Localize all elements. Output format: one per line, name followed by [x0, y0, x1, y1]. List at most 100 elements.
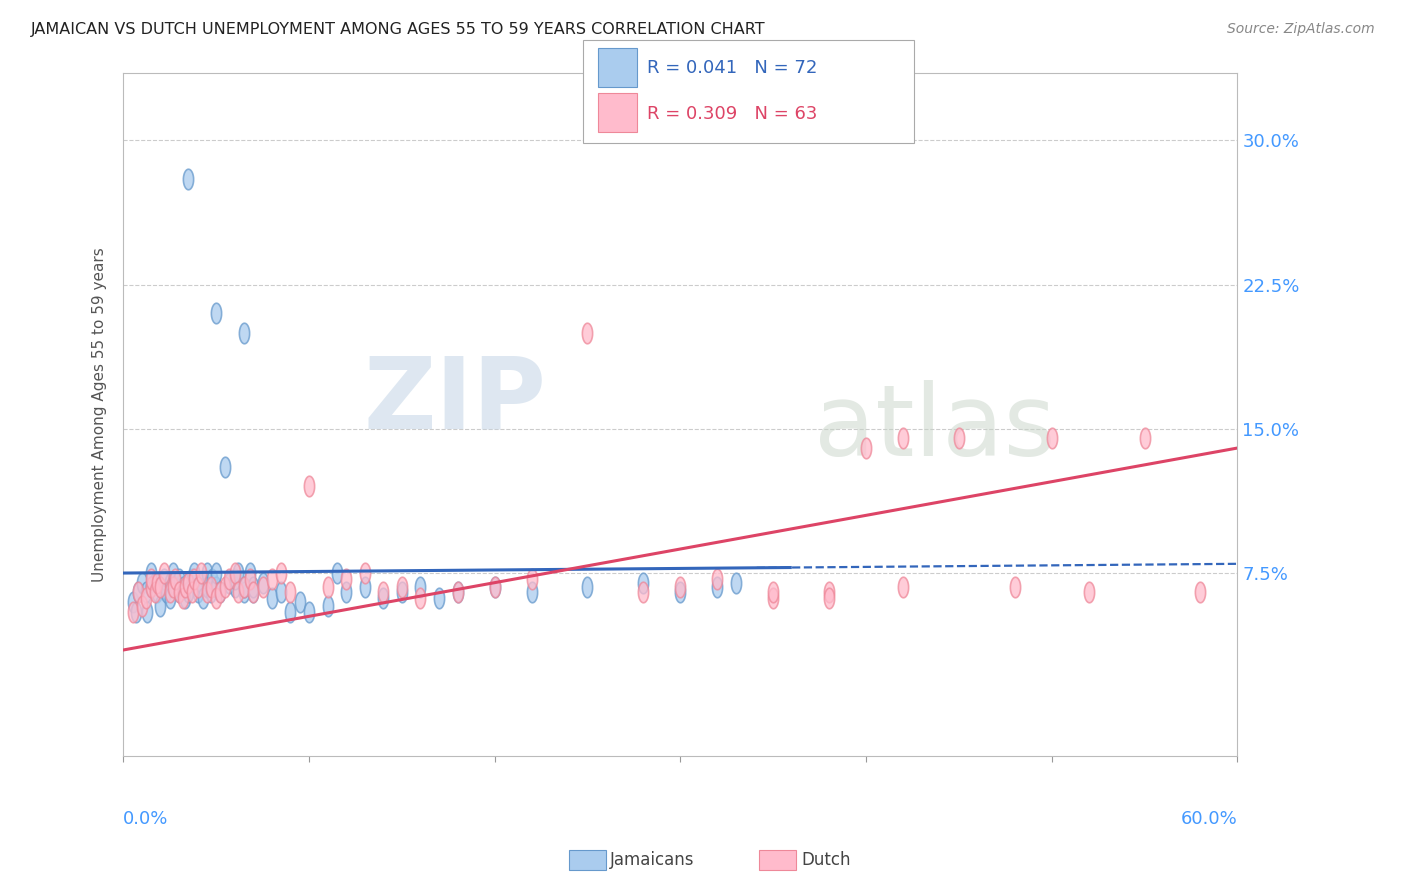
- Jamaicans: [233, 326, 256, 340]
- Jamaicans: [205, 306, 228, 320]
- Dutch: [143, 585, 166, 599]
- Jamaicans: [141, 566, 163, 580]
- Dutch: [121, 605, 143, 619]
- Dutch: [233, 580, 256, 594]
- Dutch: [353, 566, 375, 580]
- Dutch: [391, 580, 413, 594]
- Jamaicans: [208, 585, 231, 599]
- Dutch: [205, 591, 228, 605]
- Dutch: [218, 572, 240, 586]
- Dutch: [576, 326, 599, 340]
- Jamaicans: [205, 580, 228, 594]
- Jamaicans: [326, 566, 349, 580]
- Dutch: [181, 585, 204, 599]
- Dutch: [891, 431, 914, 445]
- Jamaicans: [187, 580, 209, 594]
- Dutch: [195, 585, 218, 599]
- Jamaicans: [725, 575, 748, 590]
- Jamaicans: [260, 591, 283, 605]
- Text: Dutch: Dutch: [801, 851, 851, 869]
- Text: JAMAICAN VS DUTCH UNEMPLOYMENT AMONG AGES 55 TO 59 YEARS CORRELATION CHART: JAMAICAN VS DUTCH UNEMPLOYMENT AMONG AGE…: [31, 22, 765, 37]
- Jamaicans: [201, 572, 224, 586]
- Dutch: [167, 585, 190, 599]
- Jamaicans: [233, 585, 256, 599]
- Jamaicans: [195, 566, 218, 580]
- Jamaicans: [127, 585, 149, 599]
- Jamaicans: [159, 591, 181, 605]
- Dutch: [165, 572, 187, 586]
- Dutch: [242, 585, 264, 599]
- Dutch: [200, 580, 222, 594]
- Dutch: [818, 585, 841, 599]
- Text: R = 0.041   N = 72: R = 0.041 N = 72: [647, 59, 817, 77]
- Jamaicans: [280, 605, 302, 619]
- Dutch: [373, 585, 395, 599]
- Jamaicans: [153, 572, 176, 586]
- Dutch: [520, 572, 543, 586]
- Dutch: [141, 572, 163, 586]
- Dutch: [316, 580, 339, 594]
- Text: atlas: atlas: [814, 379, 1056, 476]
- Jamaicans: [177, 575, 200, 590]
- Text: Jamaicans: Jamaicans: [610, 851, 695, 869]
- Y-axis label: Unemployment Among Ages 55 to 59 years: Unemployment Among Ages 55 to 59 years: [93, 247, 107, 582]
- Jamaicans: [187, 585, 209, 599]
- Jamaicans: [155, 585, 177, 599]
- Jamaicans: [177, 171, 200, 186]
- Dutch: [208, 585, 231, 599]
- Dutch: [409, 591, 432, 605]
- Jamaicans: [131, 575, 153, 590]
- Dutch: [706, 572, 728, 586]
- Jamaicans: [576, 580, 599, 594]
- Dutch: [177, 575, 200, 590]
- Jamaicans: [214, 460, 236, 475]
- Jamaicans: [181, 572, 204, 586]
- Jamaicans: [484, 580, 506, 594]
- Dutch: [1133, 431, 1156, 445]
- Jamaicans: [162, 566, 184, 580]
- Jamaicans: [373, 591, 395, 605]
- Dutch: [1040, 431, 1063, 445]
- Jamaicans: [195, 580, 218, 594]
- Jamaicans: [135, 585, 157, 599]
- Dutch: [172, 591, 194, 605]
- Dutch: [335, 572, 357, 586]
- Jamaicans: [228, 566, 250, 580]
- Text: R = 0.309   N = 63: R = 0.309 N = 63: [647, 105, 817, 123]
- Dutch: [153, 566, 176, 580]
- Jamaicans: [205, 566, 228, 580]
- Jamaicans: [165, 580, 187, 594]
- Dutch: [145, 575, 167, 590]
- Dutch: [162, 580, 184, 594]
- Jamaicans: [233, 580, 256, 594]
- Dutch: [131, 599, 153, 613]
- Dutch: [141, 580, 163, 594]
- Jamaicans: [173, 591, 195, 605]
- Jamaicans: [167, 585, 190, 599]
- Jamaicans: [190, 575, 212, 590]
- Jamaicans: [172, 580, 194, 594]
- Dutch: [298, 479, 321, 493]
- Dutch: [446, 585, 468, 599]
- Jamaicans: [252, 575, 274, 590]
- Dutch: [187, 580, 209, 594]
- Jamaicans: [145, 585, 167, 599]
- Dutch: [855, 441, 877, 455]
- Dutch: [631, 585, 654, 599]
- Jamaicans: [409, 580, 432, 594]
- Dutch: [1077, 585, 1099, 599]
- Jamaicans: [149, 580, 172, 594]
- Dutch: [1189, 585, 1212, 599]
- Jamaicans: [427, 591, 450, 605]
- Jamaicans: [191, 591, 214, 605]
- Text: 0.0%: 0.0%: [124, 810, 169, 828]
- Jamaicans: [270, 585, 292, 599]
- Dutch: [224, 566, 246, 580]
- Dutch: [173, 580, 195, 594]
- Jamaicans: [238, 566, 260, 580]
- Jamaicans: [391, 585, 413, 599]
- Dutch: [135, 591, 157, 605]
- Jamaicans: [141, 580, 163, 594]
- Dutch: [948, 431, 970, 445]
- Jamaicans: [200, 585, 222, 599]
